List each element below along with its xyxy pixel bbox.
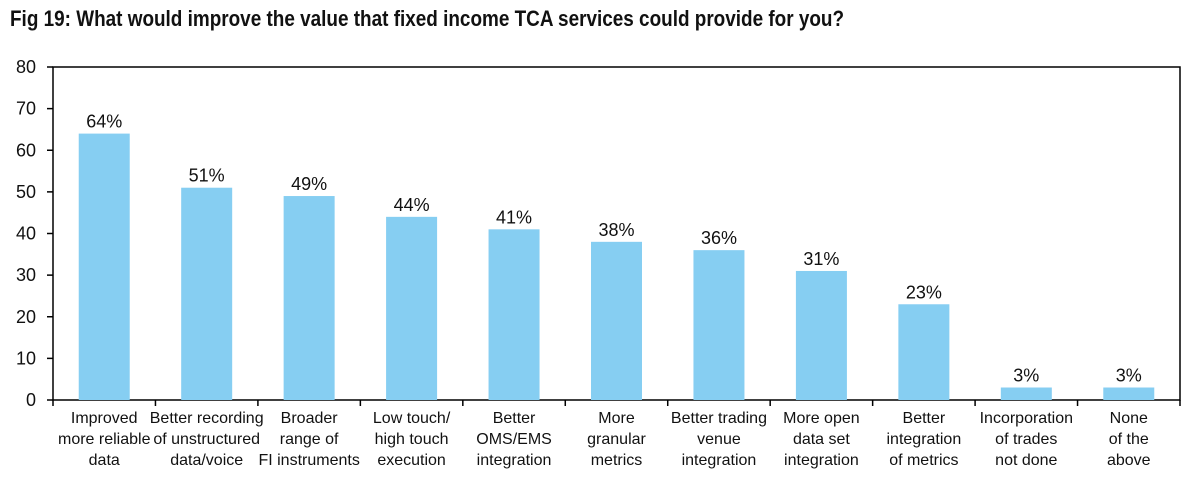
category-label: Low touch/high touch execution [373, 410, 451, 469]
category-label-line: more reliable [58, 431, 151, 448]
chart-bars [78, 133, 1155, 400]
category-label-line: Improved [71, 410, 138, 427]
data-label: 23% [906, 282, 942, 302]
category-label-line: Low touch/ [373, 410, 451, 427]
category-label-line: data/voice [170, 452, 243, 469]
category-label-line: metrics [591, 452, 643, 469]
category-label-line: execution [377, 452, 446, 469]
bar [898, 304, 950, 400]
bar [78, 133, 130, 400]
category-label-line: granular [587, 431, 646, 448]
y-tick-label: 10 [16, 348, 36, 368]
category-label-line: data set [793, 431, 850, 448]
y-tick-label: 40 [16, 224, 36, 244]
category-label: More open data set integration [783, 410, 860, 469]
category-label-line: integration [784, 452, 859, 469]
data-label: 38% [598, 220, 634, 240]
y-tick-label: 30 [16, 265, 36, 285]
category-label-line: Better trading [671, 410, 767, 427]
chart-data-labels: 64% 51% 49% 44% 41% 38% 36% 31% 23% 3% 3% [86, 112, 1142, 386]
data-label: 31% [803, 249, 839, 269]
chart-title: Fig 19: What would improve the value tha… [10, 6, 845, 31]
data-label: 51% [189, 166, 225, 186]
data-label: 41% [496, 207, 532, 227]
category-label: Broader range of FI instruments [258, 410, 359, 469]
bar [488, 229, 540, 400]
y-tick-label: 70 [16, 99, 36, 119]
category-label-line: Incorporation [980, 410, 1073, 427]
category-label-line: Better recording [150, 410, 264, 427]
bar [591, 241, 642, 400]
y-tick-label: 20 [16, 307, 36, 327]
category-label-line: FI instruments [258, 452, 359, 469]
category-label-line: Better [903, 410, 946, 427]
category-label-line: integration [682, 452, 757, 469]
category-label-line: above [1107, 452, 1151, 469]
y-tick-label: 50 [16, 182, 36, 202]
bar [181, 187, 233, 400]
category-label-line: integration [477, 452, 552, 469]
data-label: 3% [1013, 366, 1039, 386]
category-label-line: not done [995, 452, 1057, 469]
category-label: Better OMS/EMS integration [476, 410, 552, 469]
category-label-line: Broader [281, 410, 339, 427]
bar [1103, 387, 1155, 400]
y-tick-label: 0 [26, 390, 36, 410]
chart-category-labels: Improved more reliable data Better recordin… [58, 410, 1151, 469]
bar [1000, 387, 1052, 400]
bar [283, 196, 335, 400]
y-tick-label: 80 [16, 57, 36, 77]
category-label: Better trading venue integration [671, 410, 767, 469]
y-tick-label: 60 [16, 140, 36, 160]
category-label-line: of metrics [889, 452, 958, 469]
category-label-line: More open [783, 410, 860, 427]
category-label: More granular metrics [587, 410, 646, 469]
category-label-line: venue [697, 431, 741, 448]
category-label: Incorporation of trades not done [980, 410, 1073, 469]
bar [693, 250, 745, 400]
category-label-line: Better [493, 410, 536, 427]
category-label: Improved more reliable data [58, 410, 151, 469]
bar [795, 270, 847, 400]
category-label-line: range of [280, 431, 339, 448]
category-label-line: of trades [995, 431, 1057, 448]
category-label: Better recording of unstructured data/voic… [150, 410, 264, 469]
data-label: 36% [701, 228, 737, 248]
category-label-line: high touch [375, 431, 449, 448]
category-label-line: OMS/EMS [476, 431, 552, 448]
category-label-line: None [1110, 410, 1148, 427]
data-label: 44% [394, 195, 430, 215]
category-label-line: of the [1109, 431, 1149, 448]
data-label: 3% [1116, 366, 1142, 386]
category-label-line: data [89, 452, 120, 469]
data-label: 64% [86, 112, 122, 132]
bar [386, 216, 438, 400]
category-label: None of the above [1107, 410, 1151, 469]
category-label-line: More [598, 410, 635, 427]
category-label-line: integration [887, 431, 962, 448]
data-label: 49% [291, 174, 327, 194]
category-label: Better integration of metrics [887, 410, 962, 469]
category-label-line: of unstructured [153, 431, 260, 448]
